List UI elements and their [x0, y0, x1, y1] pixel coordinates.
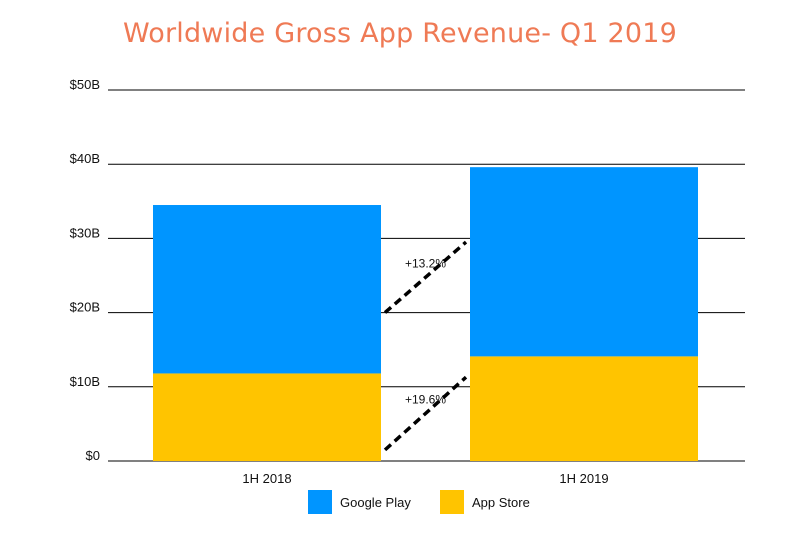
bar-app-store [153, 373, 381, 461]
bar-google-play [153, 205, 381, 374]
legend-item-app-store: App Store [440, 490, 530, 514]
legend-swatch-app-store [440, 490, 464, 514]
legend-label-google-play: Google Play [340, 494, 411, 510]
growth-dashed-line [383, 240, 468, 314]
growth-label: +13.2% [405, 256, 446, 270]
legend: Google Play App Store [0, 490, 800, 516]
growth-label: +19.6% [405, 393, 446, 407]
y-tick-label: $50B [70, 77, 100, 92]
growth-dashed-line [383, 375, 468, 452]
x-category-label: 1H 2018 [242, 471, 291, 486]
chart-title: Worldwide Gross App Revenue- Q1 2019 [122, 18, 678, 49]
y-tick-label: $40B [70, 151, 100, 166]
y-tick-label: $0 [86, 448, 100, 463]
legend-swatch-google-play [308, 490, 332, 514]
y-tick-label: $30B [70, 225, 100, 240]
legend-item-google-play: Google Play [308, 490, 411, 514]
legend-label-app-store: App Store [472, 494, 530, 510]
y-tick-label: $10B [70, 374, 100, 389]
bar-app-store [470, 356, 698, 461]
bar-google-play [470, 167, 698, 357]
y-tick-label: $20B [70, 300, 100, 315]
x-category-label: 1H 2019 [559, 471, 608, 486]
